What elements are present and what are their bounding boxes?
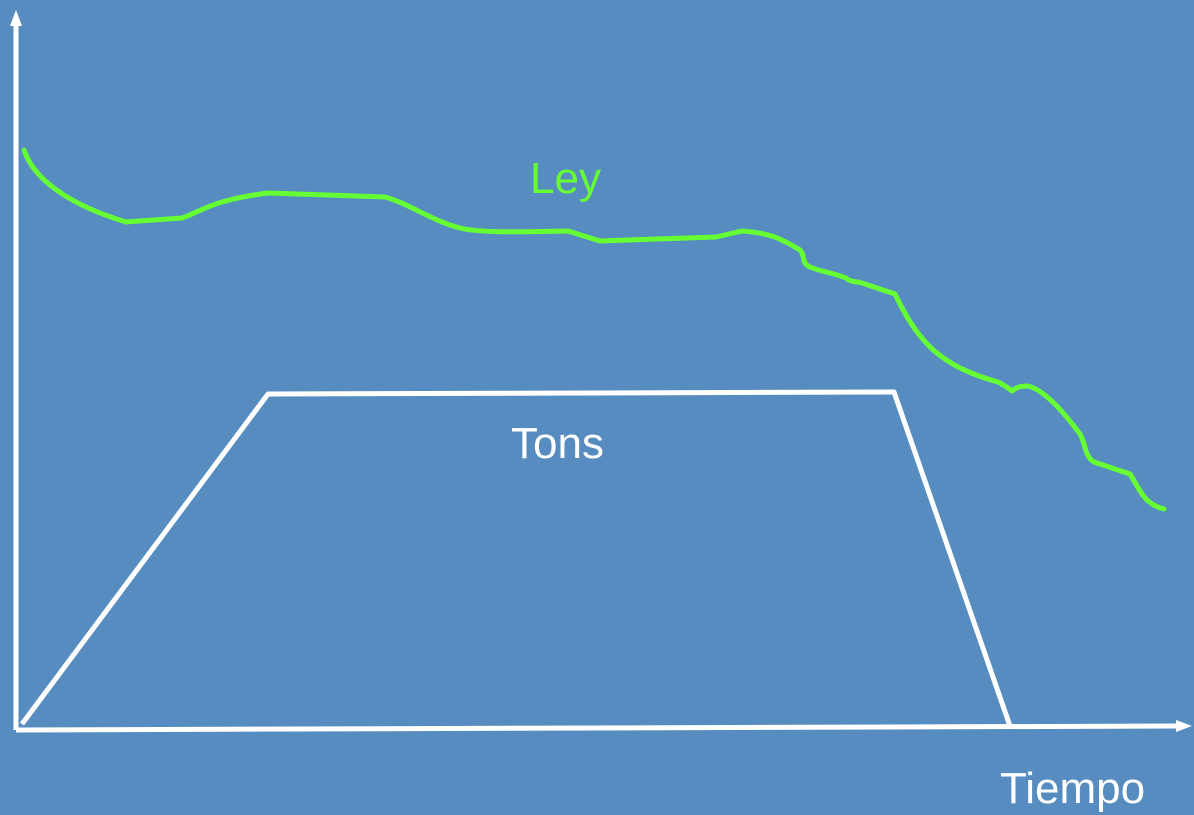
tons-label: Tons bbox=[511, 419, 604, 468]
x-axis-label: Tiempo bbox=[1000, 764, 1145, 813]
ley-label: Ley bbox=[530, 154, 601, 203]
x-axis-arrow-icon bbox=[1176, 720, 1192, 732]
y-axis bbox=[10, 10, 22, 730]
x-axis bbox=[15, 720, 1192, 733]
ley-curve bbox=[21, 147, 1167, 512]
tons-curve bbox=[19, 389, 1013, 727]
y-axis-arrow-icon bbox=[10, 10, 22, 26]
